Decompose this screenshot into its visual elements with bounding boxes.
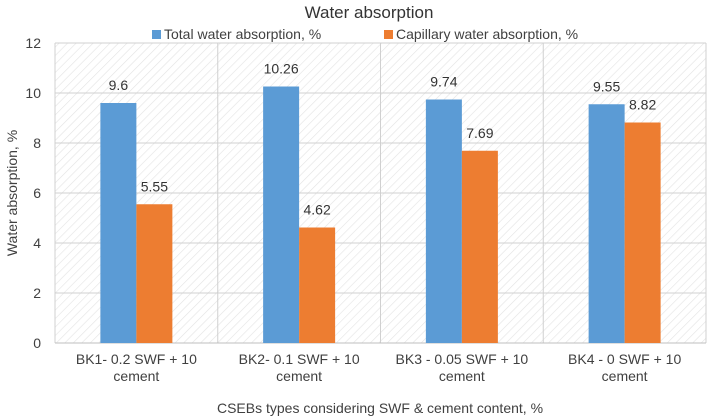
data-label: 8.82 [629,97,656,113]
bar-capillary [136,204,173,343]
chart-title: Water absorption [305,3,434,22]
bar-total [425,99,462,343]
x-category-label: BK3 - 0.05 SWF + 10 [396,351,529,367]
x-category-label: cement [276,368,322,384]
data-label: 7.69 [466,125,493,141]
y-tick-label: 10 [25,85,41,101]
y-tick-label: 6 [33,185,41,201]
bar-total [100,103,137,343]
legend-label: Total water absorption, % [164,26,321,42]
x-category-label: BK1- 0.2 SWF + 10 [76,351,197,367]
y-tick-label: 0 [33,335,41,351]
bar-total [263,86,300,343]
data-label: 9.74 [430,74,457,90]
bar-capillary [299,227,336,343]
data-labels: 9.6 10.26 9.74 9.55 5.55 4.62 7.69 8.82 [109,61,657,218]
legend-swatch [152,30,161,39]
data-label: 4.62 [304,202,331,218]
data-label: 10.26 [264,61,299,77]
bars [100,86,661,343]
legend-swatch [384,30,393,39]
x-category-label: cement [602,368,648,384]
bar-capillary [461,150,498,343]
x-category-label: cement [439,368,485,384]
y-axis-ticks: 0 2 4 6 8 10 12 [25,35,41,351]
data-label: 5.55 [141,178,168,194]
x-axis-label: CSEBs types considering SWF & cement con… [217,400,543,416]
y-tick-label: 8 [33,135,41,151]
data-label: 9.6 [109,77,129,93]
x-category-label: BK2- 0.1 SWF + 10 [239,351,360,367]
x-category-label: cement [113,368,159,384]
bar-capillary [624,122,661,343]
legend-label: Capillary water absorption, % [396,26,578,42]
y-tick-label: 2 [33,285,41,301]
bar-total [588,104,625,343]
y-tick-label: 12 [25,35,41,51]
y-tick-label: 4 [33,235,41,251]
legend: Total water absorption, % Capillary water… [152,26,578,42]
y-axis-label: Water absorption, % [4,130,20,256]
data-label: 9.55 [593,78,620,94]
x-category-label: BK4 - 0 SWF + 10 [568,351,681,367]
